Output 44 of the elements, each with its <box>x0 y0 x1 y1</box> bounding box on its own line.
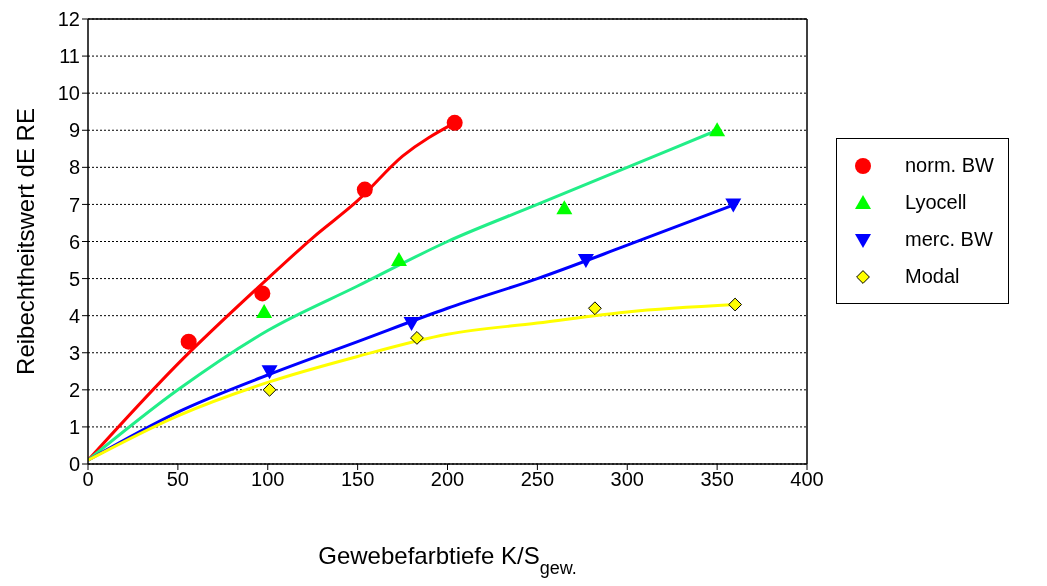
x-tick-label: 300 <box>610 468 644 491</box>
y-tick-label: 2 <box>68 378 80 401</box>
x-tick-label: 200 <box>430 468 465 491</box>
y-tick-label: 12 <box>57 8 80 31</box>
legend-label: merc. BW <box>905 228 993 251</box>
x-tick-label: 50 <box>166 468 189 491</box>
x-tick-label: 0 <box>82 468 94 491</box>
point <box>577 254 594 269</box>
point <box>261 365 278 380</box>
y-tick-label: 11 <box>59 45 80 68</box>
point <box>725 198 742 213</box>
legend-label: Lyocell <box>905 191 967 214</box>
x-tick-label: 100 <box>251 468 285 491</box>
point <box>254 285 271 302</box>
point <box>403 317 420 332</box>
x-tick-label: 400 <box>790 468 824 491</box>
point <box>588 301 602 316</box>
point <box>256 303 273 318</box>
y-tick-label: 0 <box>68 453 80 476</box>
y-tick-label: 8 <box>68 156 80 179</box>
y-tick-label: 10 <box>57 82 80 105</box>
y-tick-label: 1 <box>68 416 80 439</box>
legend-label: norm. BW <box>905 154 994 177</box>
point <box>556 200 573 215</box>
y-tick-label: 7 <box>68 193 80 216</box>
point <box>446 114 463 131</box>
x-tick-label: 150 <box>340 468 375 491</box>
y-tick-label: 5 <box>68 267 80 290</box>
point <box>410 331 424 345</box>
point <box>390 252 407 267</box>
y-tick-label: 4 <box>68 304 80 327</box>
point <box>180 333 197 350</box>
x-tick-label: 350 <box>700 468 734 491</box>
y-axis-title: Reibechtheitswert dE RE <box>12 108 39 375</box>
y-tick-label: 9 <box>68 119 80 142</box>
y-tick-label: 6 <box>68 230 80 253</box>
point <box>262 382 277 397</box>
legend-label: Modal <box>905 265 960 288</box>
x-tick-label: 250 <box>520 468 555 491</box>
y-tick-label: 3 <box>68 341 80 364</box>
point <box>728 297 742 312</box>
x-axis-title: Gewebefarbtiefe K/S$_{gew.}$ <box>318 542 577 578</box>
point <box>356 181 373 198</box>
point <box>709 122 726 137</box>
